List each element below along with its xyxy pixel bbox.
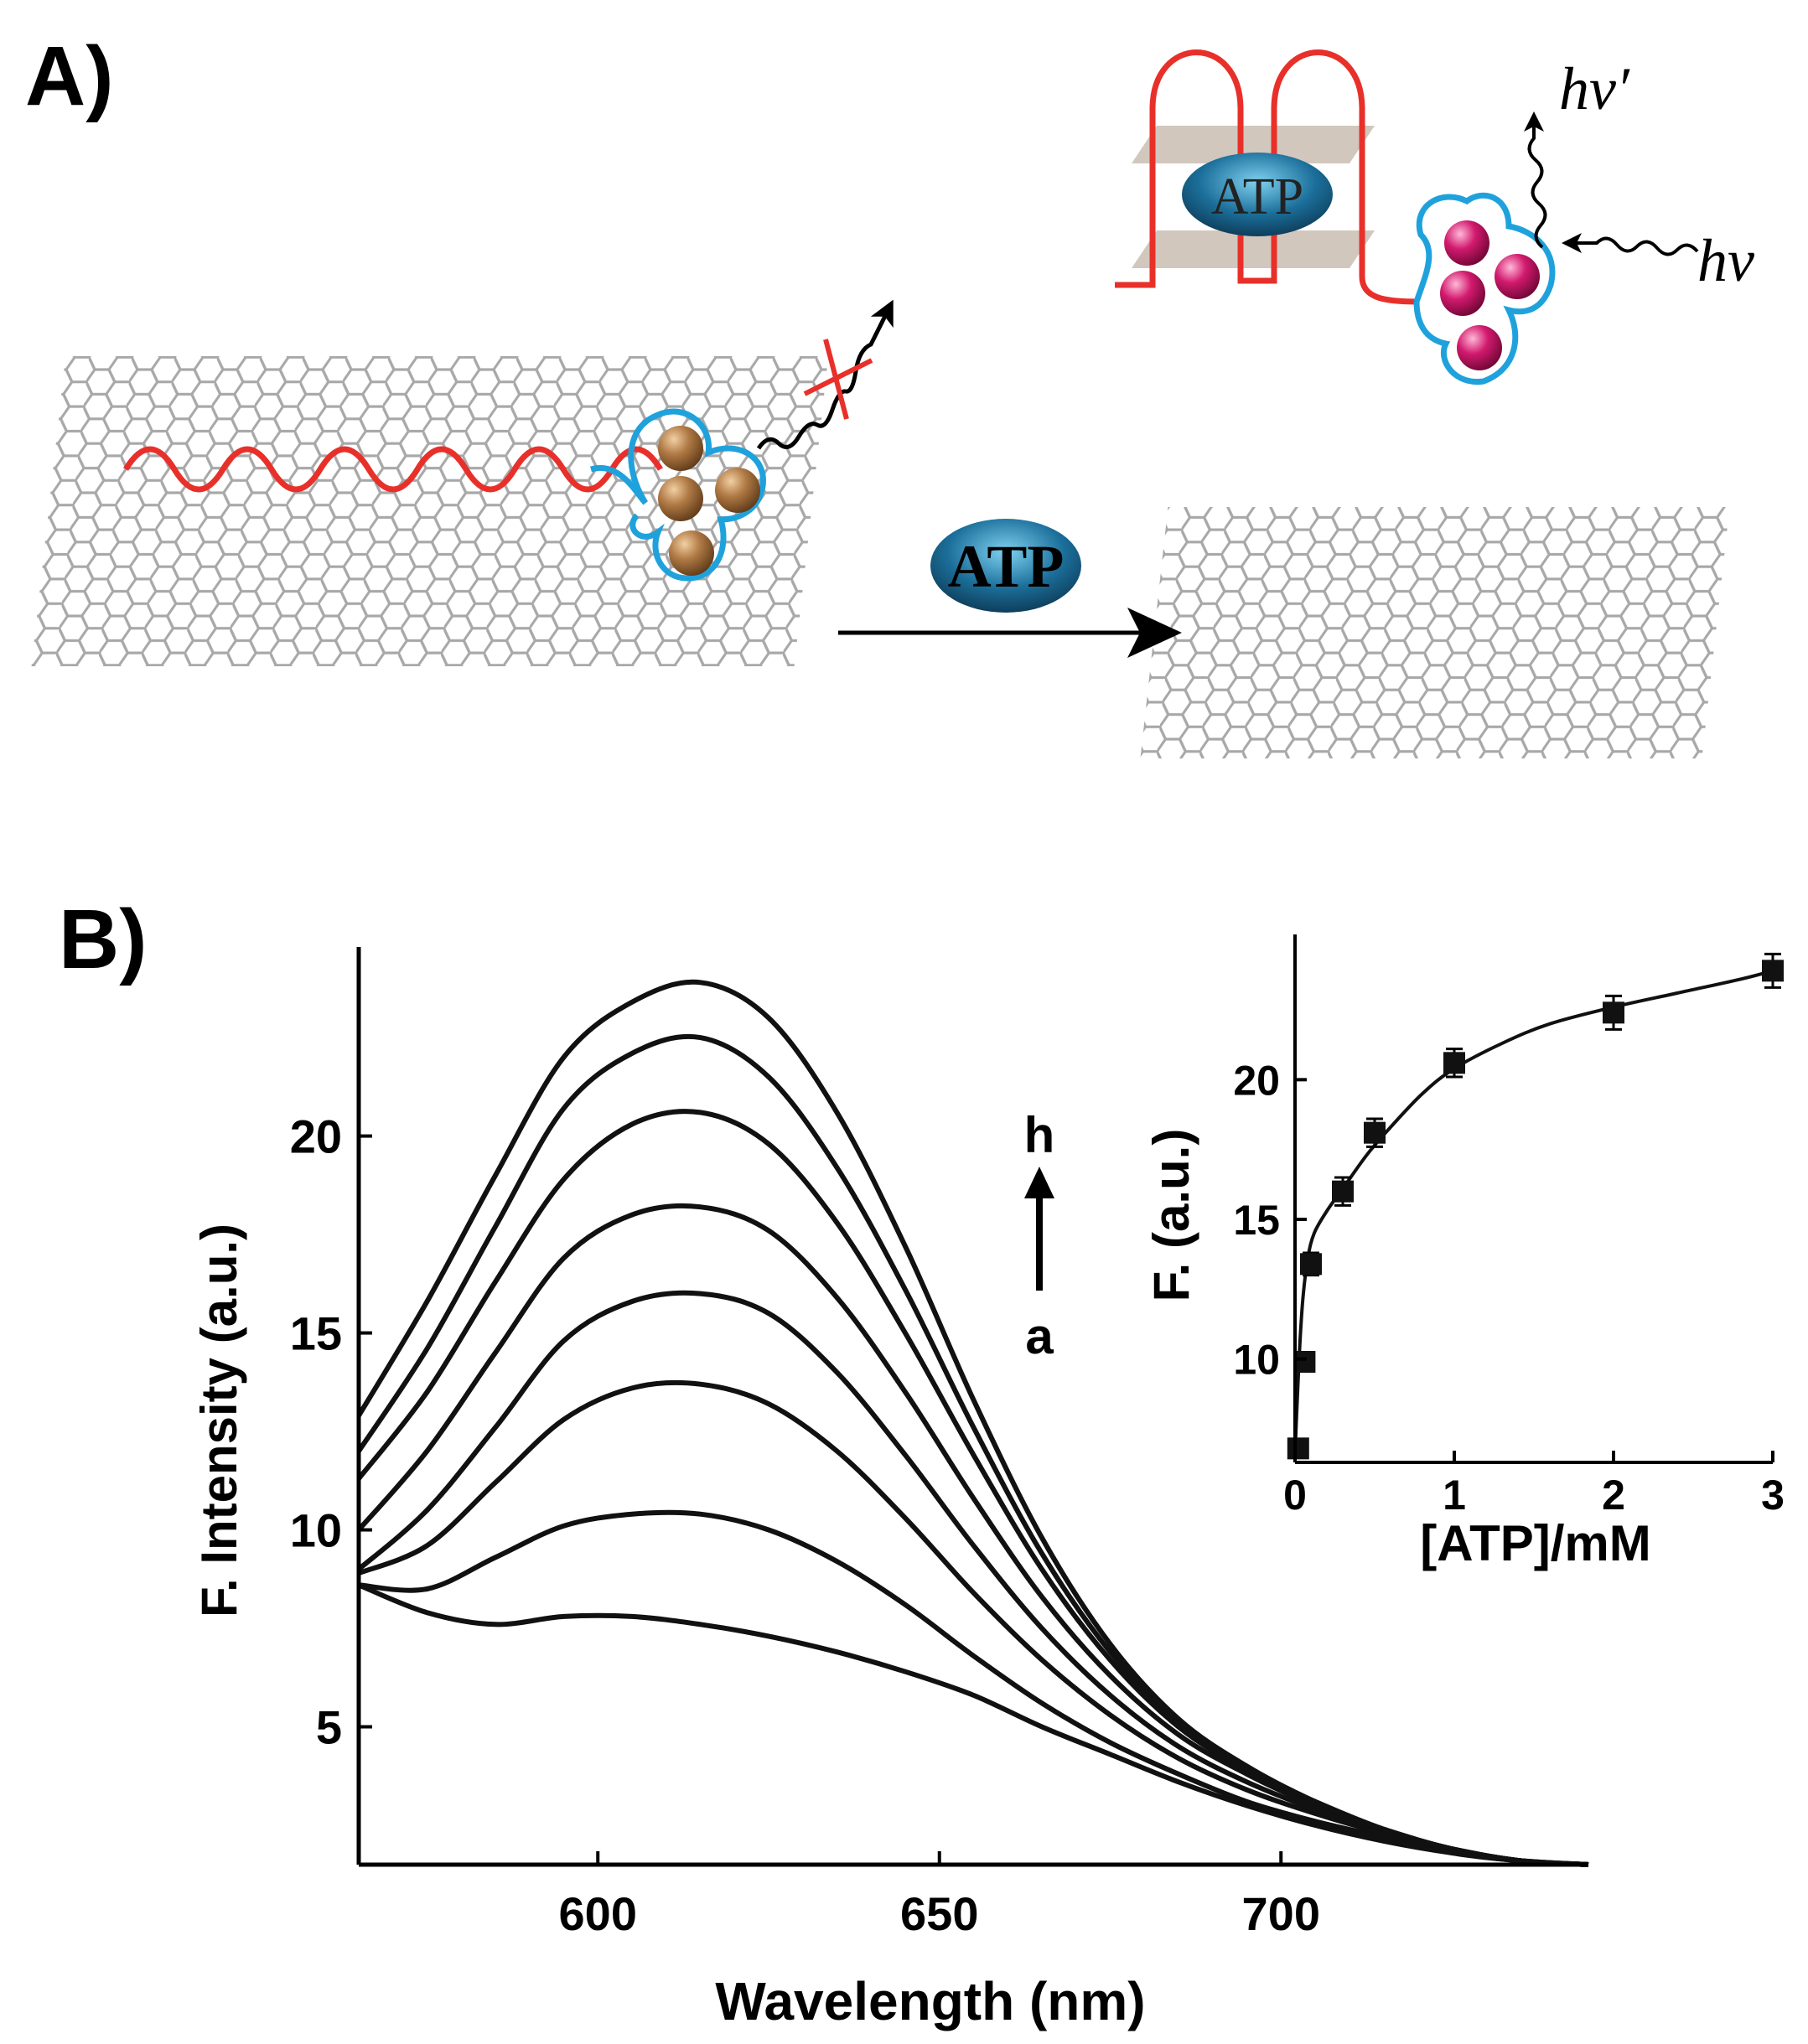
inset-data-point — [1287, 1437, 1309, 1460]
inset-data-point — [1603, 994, 1624, 1031]
panel-a: A) ATP ATP — [25, 29, 1754, 758]
main-x-tick-label: 700 — [1242, 1887, 1320, 1940]
main-x-tick-label: 600 — [559, 1887, 637, 1940]
quenched-dot — [658, 476, 703, 521]
transition-arrowhead — [1127, 608, 1182, 658]
inset-fit-curve — [1293, 969, 1774, 1455]
main-x-tick-label: 650 — [900, 1887, 978, 1940]
quenched-dot — [669, 530, 714, 576]
excitation-arrow — [1562, 233, 1699, 256]
panel-b-label: B) — [59, 893, 148, 986]
spectrum-line-2 — [358, 1509, 1589, 1867]
inset-data-point — [1443, 1048, 1465, 1079]
inset-data-point — [1293, 1351, 1316, 1373]
ligand-shell-right — [1413, 192, 1556, 385]
quenched-emission-arrow — [756, 299, 894, 450]
g-quadruplex: ATP — [1115, 49, 1417, 305]
inset-data-point — [1332, 1176, 1354, 1207]
bright-dot — [1440, 271, 1485, 316]
main-y-tick-label: 20 — [290, 1110, 342, 1163]
graphene-sheet-right — [1140, 507, 1730, 758]
inset-data-point — [1300, 1251, 1322, 1277]
spectrum-line-8 — [356, 979, 1589, 1867]
aptamer-folded — [1115, 49, 1417, 305]
inset-data-point — [1364, 1117, 1386, 1148]
inset-x-axis-label: [ATP]/mM — [1420, 1515, 1651, 1571]
main-y-tick-label: 5 — [316, 1701, 342, 1754]
atp-label-top: ATP — [1211, 168, 1303, 225]
main-x-axis-label: Wavelength (nm) — [715, 1971, 1145, 2031]
inset-y-tick-label: 10 — [1233, 1337, 1280, 1384]
atp-label-center: ATP — [948, 533, 1065, 600]
quench-x-icon — [803, 339, 873, 420]
bright-dot — [1444, 220, 1489, 266]
graphene-sheet-left — [31, 356, 829, 666]
inset-titration-chart: 0 1 2 3 10 15 20 [ATP]/mM F. (a.u.) — [1143, 934, 1785, 1571]
series-arrow-top-label: h — [1024, 1107, 1055, 1163]
hv-out-label: hν′ — [1559, 55, 1630, 122]
spectrum-line-4 — [357, 1290, 1589, 1867]
panel-a-label: A) — [25, 29, 114, 123]
inset-y-axis-label: F. (a.u.) — [1143, 1129, 1199, 1302]
inset-x-tick-label: 2 — [1602, 1472, 1625, 1519]
series-arrow-bottom-label: a — [1025, 1308, 1054, 1364]
inset-y-tick-label: 15 — [1233, 1197, 1280, 1244]
hv-in-label: hν — [1697, 227, 1754, 294]
spectrum-line-6 — [356, 1109, 1589, 1867]
main-y-tick-label: 10 — [290, 1504, 342, 1557]
main-y-tick-label: 15 — [290, 1307, 342, 1360]
quenched-dot — [715, 468, 760, 513]
bright-dot — [1457, 325, 1502, 370]
emission-arrow — [1524, 111, 1547, 249]
inset-x-tick-label: 0 — [1283, 1472, 1307, 1519]
atp-oval-center — [930, 519, 1081, 613]
inset-data-point — [1762, 952, 1784, 989]
inset-y-tick-label: 20 — [1233, 1057, 1280, 1104]
inset-x-tick-label: 3 — [1761, 1472, 1785, 1519]
main-y-axis-label: F. Intensity (a.u.) — [191, 1224, 247, 1617]
ligand-shell-left — [590, 408, 766, 582]
bright-dot — [1495, 254, 1540, 299]
quenched-dot — [658, 426, 703, 471]
spectrum-line-1 — [357, 1582, 1589, 1867]
atp-oval-top — [1182, 153, 1333, 236]
series-direction-arrowhead — [1024, 1167, 1054, 1198]
inset-x-tick-label: 1 — [1443, 1472, 1466, 1519]
aptamer-strand — [123, 446, 663, 493]
